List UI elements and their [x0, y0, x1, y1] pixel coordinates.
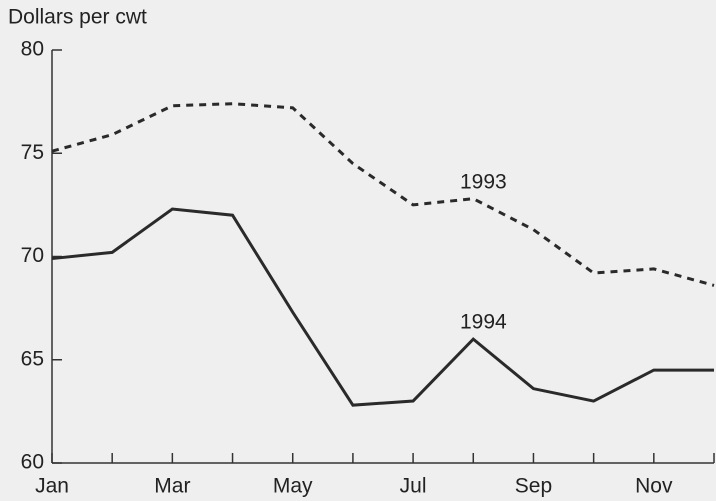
x-tick-label: May: [273, 475, 313, 498]
line-1994: [51, 207, 714, 407]
y-tick-label: 65: [21, 347, 44, 370]
y-tick-label: 80: [21, 38, 44, 61]
y-axis-label: Dollars per cwt: [8, 6, 147, 29]
x-tick-label: Sep: [515, 475, 552, 498]
series-label: 1993: [460, 171, 507, 194]
y-tick-label: 60: [21, 451, 44, 474]
x-tick-label: Jan: [35, 475, 69, 498]
x-tick-label: Nov: [635, 475, 673, 498]
series-label: 1994: [460, 311, 507, 334]
line-1993: [51, 102, 715, 287]
y-tick-label: 75: [21, 141, 44, 164]
x-tick-label: Mar: [154, 475, 190, 498]
x-tick-label: Jul: [400, 475, 427, 498]
y-tick-label: 70: [21, 244, 44, 267]
